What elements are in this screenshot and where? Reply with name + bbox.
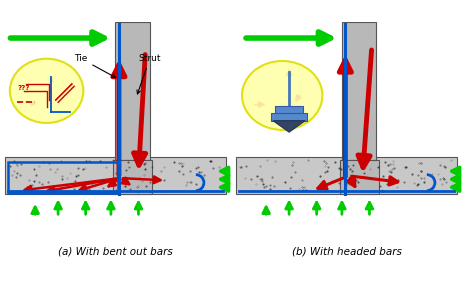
- Bar: [7, 162, 118, 193]
- Bar: [275, 106, 303, 114]
- Bar: [113, 160, 152, 194]
- Bar: [5, 157, 226, 194]
- Text: Strut: Strut: [137, 54, 161, 94]
- Ellipse shape: [10, 59, 83, 123]
- Bar: [271, 113, 308, 121]
- Bar: [236, 157, 457, 194]
- Bar: [340, 160, 379, 194]
- Bar: [342, 22, 377, 160]
- Text: (a) With bent out bars: (a) With bent out bars: [58, 246, 173, 256]
- Text: Tie: Tie: [74, 54, 116, 78]
- Bar: [116, 22, 150, 160]
- Polygon shape: [273, 121, 305, 132]
- Ellipse shape: [242, 61, 322, 130]
- Text: (b) With headed bars: (b) With headed bars: [292, 246, 401, 256]
- Text: ???: ???: [18, 85, 30, 91]
